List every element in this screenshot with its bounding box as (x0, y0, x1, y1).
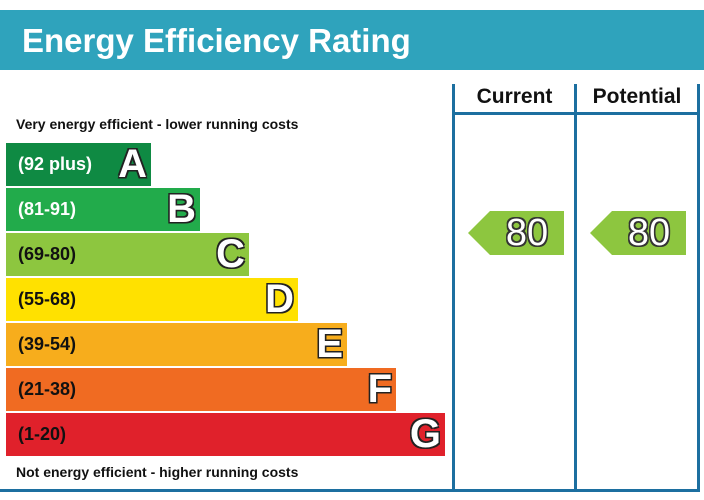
frame-line-middle (574, 84, 577, 492)
band-letter-label: B (167, 188, 196, 231)
band-e: (39-54) E (6, 323, 347, 366)
current-rating-value: 80 (490, 211, 564, 255)
band-c: (69-80) C (6, 233, 249, 276)
potential-rating-arrow: 80 (590, 211, 686, 255)
top-note: Very energy efficient - lower running co… (16, 116, 298, 132)
band-letter-label: C (216, 233, 245, 276)
frame-line-bottom (0, 489, 700, 492)
band-range-label: (39-54) (18, 323, 76, 366)
band-letter-label: A (118, 143, 147, 186)
chart-title: Energy Efficiency Rating (22, 22, 411, 60)
potential-column-header: Potential (577, 82, 697, 112)
band-f: (21-38) F (6, 368, 396, 411)
band-letter-label: D (265, 278, 294, 321)
band-letter-label: G (410, 413, 441, 456)
frame-line-left (452, 84, 455, 492)
band-range-label: (69-80) (18, 233, 76, 276)
title-bar: Energy Efficiency Rating (0, 10, 704, 70)
potential-rating-value: 80 (612, 211, 686, 255)
current-rating-arrow: 80 (468, 211, 564, 255)
band-letter-label: F (368, 368, 392, 411)
band-g: (1-20) G (6, 413, 445, 456)
band-range-label: (92 plus) (18, 143, 92, 186)
band-range-label: (21-38) (18, 368, 76, 411)
frame-line-header (452, 112, 700, 115)
band-range-label: (81-91) (18, 188, 76, 231)
band-a: (92 plus) A (6, 143, 151, 186)
band-b: (81-91) B (6, 188, 200, 231)
band-letter-label: E (316, 323, 343, 366)
bottom-note: Not energy efficient - higher running co… (16, 464, 298, 480)
frame-line-right (697, 84, 700, 492)
band-range-label: (55-68) (18, 278, 76, 321)
band-d: (55-68) D (6, 278, 298, 321)
band-range-label: (1-20) (18, 413, 66, 456)
current-column-header: Current (455, 82, 574, 112)
